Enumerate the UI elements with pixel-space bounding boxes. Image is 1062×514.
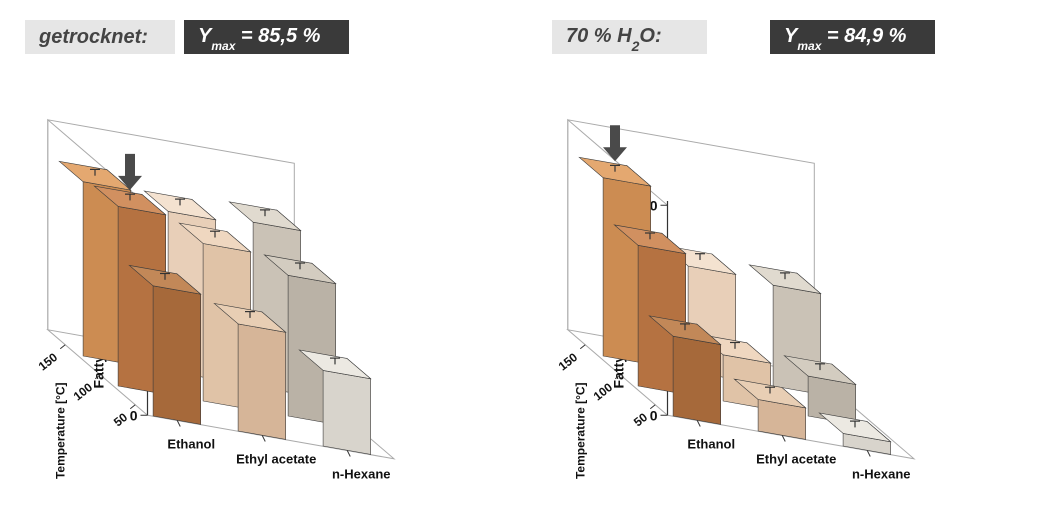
right-chart-svg: 020406080100Fatty acid yield [% w/w]5010… — [555, 80, 1025, 500]
right-condition-label: 70 % H2O: — [552, 20, 707, 54]
ymax-prefix-r: Y — [784, 25, 797, 47]
right-chart: 020406080100Fatty acid yield [% w/w]5010… — [555, 80, 1025, 500]
h2o-rest: O: — [639, 25, 661, 47]
left-ymax-label: Ymax = 85,5 % — [184, 20, 349, 54]
right-ymax-label: Ymax = 84,9 % — [770, 20, 935, 54]
svg-text:Temperature [°C]: Temperature [°C] — [573, 382, 587, 479]
svg-text:Ethanol: Ethanol — [167, 437, 215, 452]
svg-text:Temperature [°C]: Temperature [°C] — [53, 382, 67, 479]
svg-text:150: 150 — [556, 350, 581, 374]
svg-text:150: 150 — [36, 350, 61, 374]
svg-text:0: 0 — [650, 407, 658, 423]
h2o-prefix: 70 % H — [566, 25, 632, 47]
svg-text:0: 0 — [130, 407, 138, 423]
ymax-sub: max — [211, 39, 235, 53]
svg-text:n-Hexane: n-Hexane — [852, 467, 911, 482]
ymax-prefix: Y — [198, 25, 211, 47]
svg-text:n-Hexane: n-Hexane — [332, 467, 391, 482]
right-ymax-text: Ymax = 84,9 % — [784, 25, 906, 50]
svg-text:Ethanol: Ethanol — [687, 437, 735, 452]
ymax-rest-r: = 84,9 % — [821, 25, 906, 47]
left-ymax-text: Ymax = 85,5 % — [198, 25, 320, 50]
ymax-rest: = 85,5 % — [235, 25, 320, 47]
right-condition-text: 70 % H2O: — [566, 25, 662, 50]
left-condition-text: getrocknet: — [39, 26, 148, 49]
svg-text:50: 50 — [631, 410, 650, 429]
h2o-sub: 2 — [632, 38, 640, 54]
left-condition-label: getrocknet: — [25, 20, 175, 54]
svg-text:Ethyl acetate: Ethyl acetate — [756, 452, 836, 467]
left-chart-svg: 020406080100Fatty acid yield [% w/w]5010… — [35, 80, 505, 500]
ymax-sub-r: max — [797, 39, 821, 53]
svg-text:50: 50 — [111, 410, 130, 429]
svg-text:Ethyl acetate: Ethyl acetate — [236, 452, 316, 467]
left-chart: 020406080100Fatty acid yield [% w/w]5010… — [35, 80, 505, 500]
